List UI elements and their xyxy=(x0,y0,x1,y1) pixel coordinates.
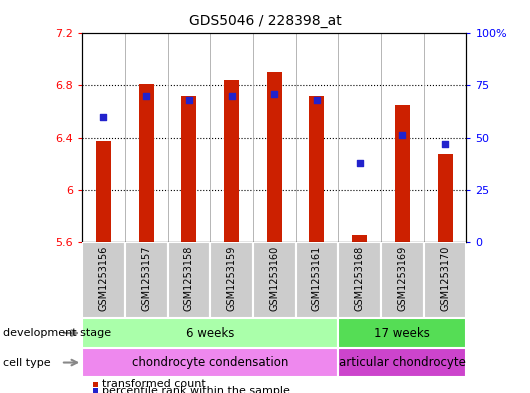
Text: percentile rank within the sample: percentile rank within the sample xyxy=(102,386,290,393)
Text: chondrocyte condensation: chondrocyte condensation xyxy=(132,356,288,369)
Bar xyxy=(139,84,154,242)
Bar xyxy=(96,141,111,242)
Text: articular chondrocyte: articular chondrocyte xyxy=(339,356,466,369)
Text: GSM1253169: GSM1253169 xyxy=(398,246,408,311)
Bar xyxy=(438,154,453,242)
Bar xyxy=(82,348,338,377)
Point xyxy=(227,93,236,99)
Point xyxy=(184,97,193,103)
Text: GSM1253170: GSM1253170 xyxy=(440,246,450,311)
Bar xyxy=(338,242,381,318)
Text: transformed count: transformed count xyxy=(102,379,206,389)
Bar xyxy=(381,242,423,318)
Bar xyxy=(125,242,167,318)
Text: GSM1253161: GSM1253161 xyxy=(312,246,322,311)
Text: GDS5046 / 228398_at: GDS5046 / 228398_at xyxy=(189,14,341,28)
Bar xyxy=(267,72,282,242)
Text: GSM1253159: GSM1253159 xyxy=(227,246,236,311)
Bar xyxy=(352,235,367,242)
Point xyxy=(99,114,108,120)
Bar xyxy=(210,242,253,318)
Text: GSM1253168: GSM1253168 xyxy=(355,246,365,311)
Text: development stage: development stage xyxy=(3,328,111,338)
Bar xyxy=(310,96,324,242)
Bar xyxy=(253,242,296,318)
Text: GSM1253158: GSM1253158 xyxy=(184,246,194,311)
Text: cell type: cell type xyxy=(3,358,50,367)
Bar xyxy=(167,242,210,318)
Bar xyxy=(338,318,466,348)
Point xyxy=(313,97,321,103)
Bar xyxy=(296,242,338,318)
Text: GSM1253157: GSM1253157 xyxy=(141,246,151,311)
Text: GSM1253156: GSM1253156 xyxy=(99,246,109,311)
Text: 6 weeks: 6 weeks xyxy=(186,327,234,340)
Bar xyxy=(224,80,239,242)
Text: GSM1253160: GSM1253160 xyxy=(269,246,279,311)
Bar xyxy=(82,318,338,348)
Point xyxy=(270,91,279,97)
Point xyxy=(441,141,449,147)
Bar xyxy=(181,96,196,242)
Bar xyxy=(338,348,466,377)
Text: 17 weeks: 17 weeks xyxy=(374,327,430,340)
Bar xyxy=(82,242,125,318)
Bar xyxy=(395,105,410,242)
Bar xyxy=(423,242,466,318)
Point xyxy=(142,93,151,99)
Point xyxy=(356,160,364,166)
Point xyxy=(398,132,407,139)
